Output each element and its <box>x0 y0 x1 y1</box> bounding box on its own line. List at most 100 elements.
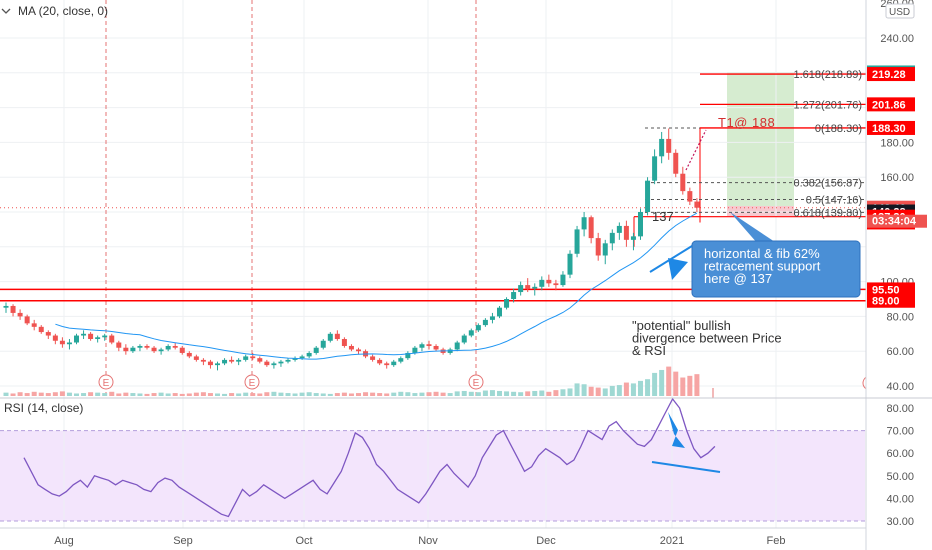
candle-body <box>468 330 474 336</box>
price-tick-label: 180.00 <box>880 137 914 149</box>
candle-body <box>638 212 643 237</box>
candle-body <box>567 253 573 275</box>
earnings-marker[interactable] <box>244 374 260 390</box>
rsi-legend[interactable]: RSI (14, close) <box>4 401 83 415</box>
price-badge <box>867 97 915 112</box>
time-tick-label: Feb <box>767 535 786 547</box>
volume-bars <box>3 366 700 396</box>
ma-legend[interactable]: MA (20, close, 0) <box>18 4 108 18</box>
volume-bar <box>363 392 369 396</box>
stop-zone <box>727 206 794 216</box>
fib-label: 0.382(156.87) <box>794 178 863 190</box>
volume-bar <box>250 393 256 396</box>
candle-body <box>172 345 178 348</box>
candle-body <box>193 356 199 360</box>
volume-bar <box>334 393 340 396</box>
volume-bar <box>341 392 347 396</box>
rsi-arrow[interactable] <box>668 412 685 448</box>
volume-bar <box>518 392 524 396</box>
volume-bar <box>623 382 629 396</box>
candle-body <box>574 229 580 254</box>
price-badge-label: 201.86 <box>872 99 906 111</box>
candle-body <box>179 347 185 353</box>
candle-body <box>581 217 587 230</box>
volume-bar <box>179 393 185 396</box>
volume-bar <box>553 390 559 396</box>
candle-body <box>10 305 16 313</box>
candle-body <box>412 347 418 353</box>
candle-body <box>299 356 305 359</box>
candle-body <box>250 356 256 359</box>
candle-body <box>609 232 615 244</box>
currency-box[interactable] <box>885 3 915 19</box>
price-badge-label: 219.28 <box>872 69 906 81</box>
fib-label: 0.5(147.16) <box>806 195 862 207</box>
candle-body <box>334 333 340 340</box>
volume-bar <box>88 392 94 396</box>
volume-bar <box>680 377 686 396</box>
earnings-marker[interactable] <box>468 374 484 390</box>
volume-bar <box>645 379 651 396</box>
volume-bar <box>546 391 552 396</box>
price-tick-label: 80.00 <box>886 311 914 323</box>
volume-bar <box>306 392 312 396</box>
price-badge-label: 188.30 <box>872 123 906 135</box>
volume-bar <box>137 393 143 396</box>
candle-body <box>66 342 72 345</box>
volume-bar <box>271 391 277 396</box>
volume-bar <box>468 391 474 396</box>
volume-bar <box>574 383 580 396</box>
volume-bar <box>320 393 326 396</box>
volume-bar <box>440 392 446 396</box>
volume-bar <box>116 393 122 396</box>
legend-chevron-icon[interactable] <box>1 8 11 14</box>
candle-body <box>144 345 150 348</box>
rsi-trendline[interactable] <box>651 461 721 473</box>
candles <box>3 128 700 371</box>
volume-bar <box>630 383 636 396</box>
volume-bar <box>532 390 538 396</box>
candle-body <box>370 356 376 360</box>
price-badge <box>867 67 915 82</box>
volume-bar <box>602 388 608 396</box>
earnings-marker[interactable] <box>98 374 114 390</box>
candle-body <box>306 352 312 357</box>
volume-bar <box>489 390 495 396</box>
callout-box[interactable] <box>691 240 861 298</box>
candle-body <box>116 342 122 348</box>
volume-bar <box>539 390 545 396</box>
price-tick-label: 40.00 <box>886 381 914 393</box>
volume-bar <box>222 393 228 396</box>
volume-bar <box>10 393 16 396</box>
candle-body <box>694 201 700 208</box>
volume-bar <box>24 393 30 396</box>
volume-bar <box>165 393 171 396</box>
callout-text: horizontal & fib 62% retracement support h… <box>704 246 821 286</box>
candle-body <box>687 191 693 202</box>
volume-bar <box>109 391 115 396</box>
fib-levels[interactable]: 1.618(218.89) 1.272(201.76) 0(188.30) 0.382… <box>645 69 866 219</box>
volume-bar <box>377 393 383 396</box>
candle-body <box>398 358 404 362</box>
candle-body <box>31 323 37 327</box>
candle-body <box>95 337 101 340</box>
volume-bar <box>257 393 263 396</box>
candle-body <box>236 359 242 362</box>
volume-bar <box>52 392 58 396</box>
rsi-tick-label: 70.00 <box>886 426 914 438</box>
volume-bar <box>391 392 397 396</box>
price-badge <box>867 293 915 308</box>
candle-body <box>433 345 439 350</box>
candle-body <box>158 349 164 352</box>
candle-body <box>595 238 601 256</box>
volume-bar <box>236 393 242 396</box>
candle-body <box>659 138 665 157</box>
volume-bar <box>229 393 235 396</box>
volume-bar <box>130 393 136 396</box>
earnings-marker-label: E <box>103 378 110 389</box>
price-arrow[interactable] <box>668 258 688 280</box>
price-badge <box>867 282 915 297</box>
candle-body <box>59 340 65 345</box>
